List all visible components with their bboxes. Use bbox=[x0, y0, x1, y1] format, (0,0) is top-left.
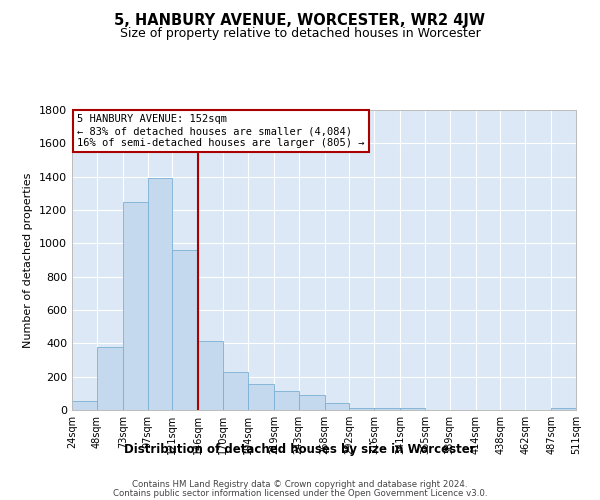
Y-axis label: Number of detached properties: Number of detached properties bbox=[23, 172, 34, 348]
Bar bbox=[172, 250, 198, 410]
Bar bbox=[325, 404, 349, 410]
Text: Size of property relative to detached houses in Worcester: Size of property relative to detached ho… bbox=[119, 28, 481, 40]
Text: Distribution of detached houses by size in Worcester: Distribution of detached houses by size … bbox=[124, 442, 476, 456]
Bar bbox=[72, 401, 97, 410]
Bar bbox=[299, 395, 325, 410]
Text: 5 HANBURY AVENUE: 152sqm
← 83% of detached houses are smaller (4,084)
16% of sem: 5 HANBURY AVENUE: 152sqm ← 83% of detach… bbox=[77, 114, 365, 148]
Bar bbox=[97, 346, 123, 410]
Text: Contains public sector information licensed under the Open Government Licence v3: Contains public sector information licen… bbox=[113, 489, 487, 498]
Bar bbox=[248, 384, 274, 410]
Text: Contains HM Land Registry data © Crown copyright and database right 2024.: Contains HM Land Registry data © Crown c… bbox=[132, 480, 468, 489]
Bar bbox=[198, 341, 223, 410]
Bar bbox=[400, 408, 425, 410]
Bar bbox=[274, 391, 299, 410]
Bar bbox=[551, 408, 576, 410]
Bar bbox=[374, 408, 400, 410]
Bar bbox=[223, 372, 248, 410]
Bar bbox=[349, 408, 374, 410]
Bar bbox=[148, 178, 172, 410]
Text: 5, HANBURY AVENUE, WORCESTER, WR2 4JW: 5, HANBURY AVENUE, WORCESTER, WR2 4JW bbox=[115, 12, 485, 28]
Bar bbox=[123, 202, 148, 410]
